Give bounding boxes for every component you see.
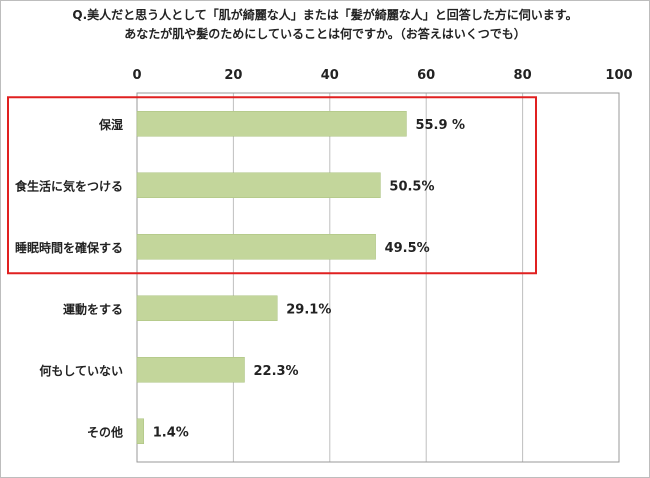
chart-title: Q.美人だと思う人として「肌が綺麗な人」または「髪が綺麗な人」と回答した方に伺い…: [0, 6, 650, 44]
category-label: 保湿: [98, 117, 123, 132]
highlight-box: [7, 96, 537, 275]
bar: [136, 111, 407, 137]
bar: [136, 234, 376, 260]
data-label: 29.1%: [286, 302, 331, 317]
category-label: その他: [87, 424, 123, 439]
x-tick-label: 80: [514, 68, 532, 83]
bar: [136, 357, 245, 383]
chart-title-line-1: Q.美人だと思う人として「肌が綺麗な人」または「髪が綺麗な人」と回答した方に伺い…: [72, 8, 578, 22]
x-tick-label: 40: [321, 68, 339, 83]
category-label: 何もしていない: [39, 363, 123, 378]
x-tick-label: 20: [224, 68, 242, 83]
category-label: 食生活に気をつける: [14, 178, 123, 193]
data-label: 55.9 %: [415, 118, 465, 133]
plot-area: [136, 92, 620, 463]
data-label: 1.4%: [153, 425, 189, 440]
bar: [136, 418, 144, 444]
data-label: 22.3%: [253, 364, 298, 379]
x-tick-label: 100: [605, 68, 632, 83]
chart-title-line-2: あなたが肌や髪のためにしていることは何ですか。（お答えはいくつでも）: [124, 27, 526, 41]
data-label: 50.5%: [389, 179, 434, 194]
bar: [136, 295, 278, 321]
bar: [136, 172, 381, 198]
data-label: 49.5%: [385, 241, 430, 256]
x-tick-label: 60: [417, 68, 435, 83]
x-tick-label: 0: [132, 68, 141, 83]
category-label: 睡眠時間を確保する: [15, 240, 123, 255]
category-label: 運動をする: [63, 301, 123, 316]
